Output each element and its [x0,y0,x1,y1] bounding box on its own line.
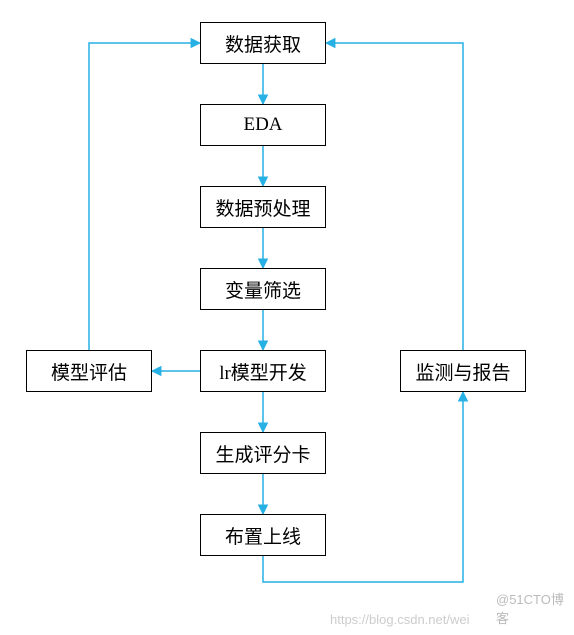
flow-node-n1: 数据获取 [200,22,326,64]
flow-node-n6: 生成评分卡 [200,432,326,474]
watermark-left: https://blog.csdn.net/wei [330,612,469,627]
flow-node-n4: 变量筛选 [200,268,326,310]
flow-node-n9: 监测与报告 [400,350,526,392]
flow-node-n7: 布置上线 [200,514,326,556]
edge-n8-n1 [89,43,200,350]
watermark-right: @51CTO博客 [496,589,574,627]
flow-node-n8: 模型评估 [26,350,152,392]
flow-node-n2: EDA [200,104,326,146]
edge-n9-n1 [326,43,463,350]
flow-node-n5: lr模型开发 [200,350,326,392]
flow-node-n3: 数据预处理 [200,186,326,228]
